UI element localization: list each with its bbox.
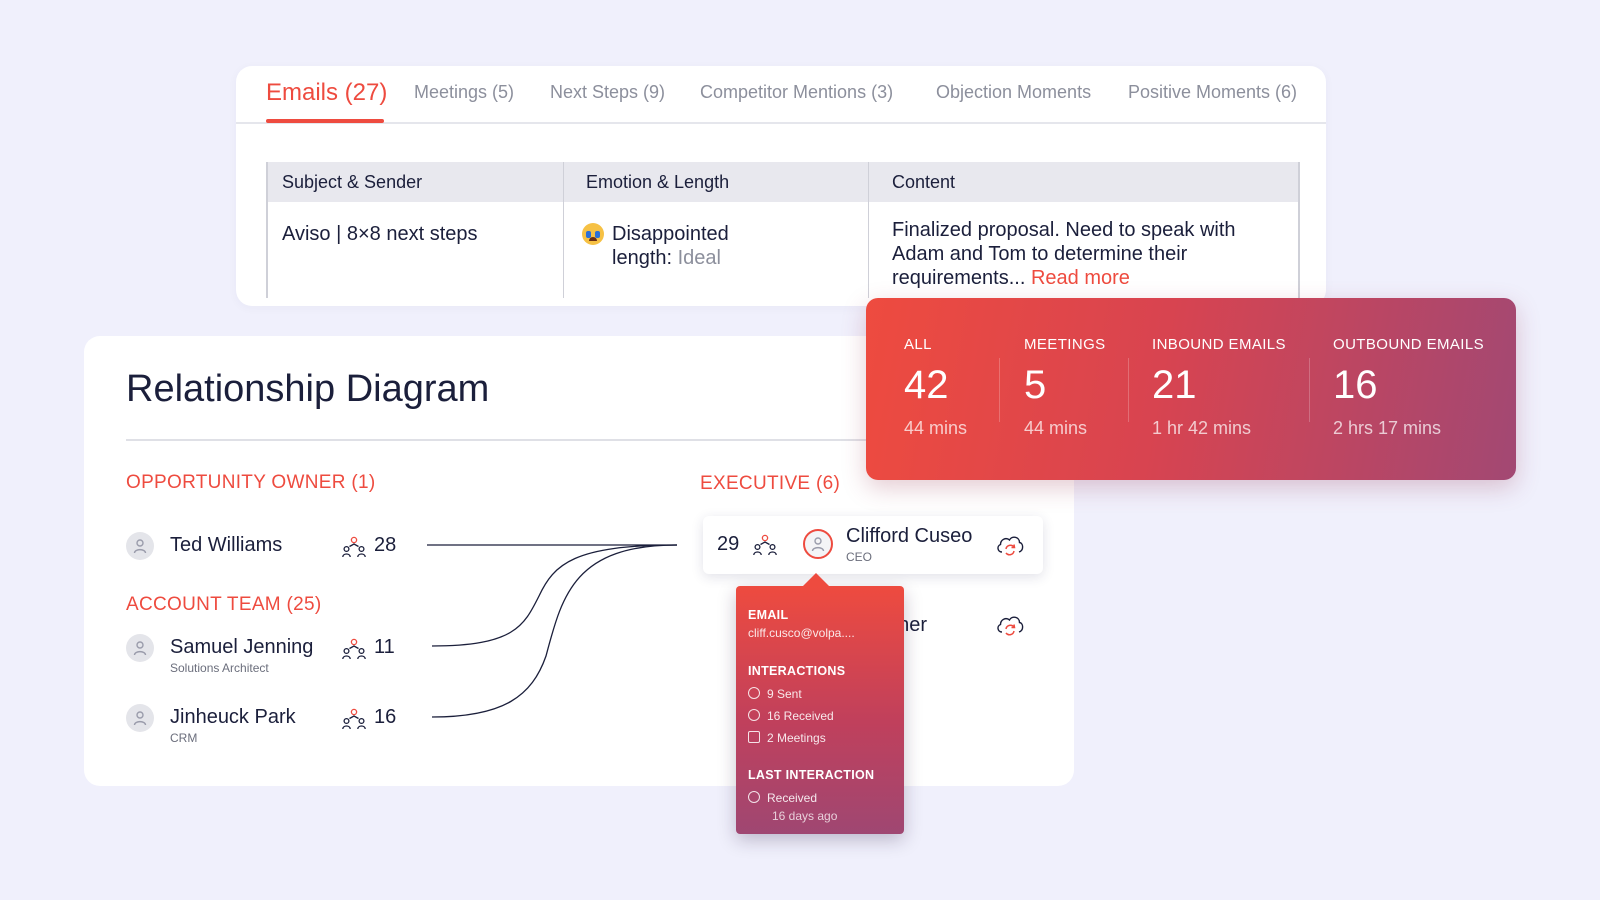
calendar-icon [748, 731, 760, 743]
tooltip-last-interaction-label: LAST INTERACTION [748, 768, 875, 782]
tooltip-last-when: 16 days ago [772, 809, 838, 823]
tab-meetings[interactable]: Meetings (5) [414, 82, 515, 102]
column-header-subject: Subject & Sender [282, 172, 423, 192]
tooltip-email-value[interactable]: cliff.cusco@volpa.... [748, 626, 855, 640]
tab-objection-moments[interactable]: Objection Moments [936, 82, 1092, 102]
page-title: Relationship Diagram [126, 368, 490, 410]
emails-panel: Emails (27) Meetings (5) Next Steps (9) … [236, 66, 1326, 306]
stat-all: ALL 42 44 mins [904, 336, 967, 439]
person-name: Samuel Jenning [170, 636, 314, 658]
team-icon [342, 708, 366, 730]
tab-next-steps[interactable]: Next Steps (9) [550, 82, 666, 102]
interaction-count: 28 [374, 534, 397, 556]
column-divider [868, 162, 869, 298]
person-role: CRM [170, 731, 198, 745]
divider [999, 358, 1000, 422]
interaction-count: 11 [374, 636, 395, 658]
executive-label: EXECUTIVE (6) [700, 473, 841, 494]
emotion-value: Disappointed [612, 223, 729, 245]
read-more-link[interactable]: Read more [1030, 267, 1130, 289]
avatar [803, 529, 833, 559]
tab-competitor-mentions[interactable]: Competitor Mentions (3) [700, 82, 894, 102]
tooltip-received: 16 Received [748, 709, 834, 723]
user-icon [133, 539, 147, 554]
stat-label: OUTBOUND EMAILS [1333, 336, 1485, 353]
relationship-connectors [427, 544, 678, 718]
person-name: Clifford Cuseo [846, 525, 973, 547]
emails-table: Subject & Sender Emotion & Length Conten… [266, 162, 1300, 298]
account-team-label: ACCOUNT TEAM (25) [126, 594, 322, 615]
length-value: Ideal [677, 247, 721, 269]
tooltip-arrow [802, 573, 830, 587]
cloud-sync-icon[interactable] [995, 532, 1025, 558]
email-content: Finalized proposal. Need to speak with A… [892, 218, 1278, 290]
stat-meetings: MEETINGS 5 44 mins [1024, 336, 1106, 439]
table-header: Subject & Sender Emotion & Length Conten… [268, 162, 1298, 202]
active-tab-indicator [266, 119, 384, 123]
person-name: Ted Williams [170, 534, 283, 556]
executive-card-selected[interactable]: 29 Clifford Cuseo CEO [703, 516, 1043, 574]
stat-duration: 44 mins [904, 418, 968, 438]
person-role: Solutions Architect [170, 661, 269, 675]
stat-duration: 2 hrs 17 mins [1333, 418, 1442, 438]
opportunity-owner-label: OPPORTUNITY OWNER (1) [126, 472, 376, 493]
email-subject: Aviso | 8×8 next steps [282, 223, 478, 245]
send-icon [748, 687, 760, 699]
tooltip-interactions-label: INTERACTIONS [748, 664, 846, 678]
avatar [126, 532, 154, 560]
interaction-count: 16 [374, 706, 397, 728]
tab-bar: Emails (27) Meetings (5) Next Steps (9) … [236, 66, 1326, 124]
team-icon [753, 534, 777, 556]
stat-label: INBOUND EMAILS [1152, 336, 1286, 353]
stat-outbound-emails: OUTBOUND EMAILS 16 2 hrs 17 mins [1333, 336, 1484, 439]
divider [1309, 358, 1310, 422]
received-count: 16 Received [767, 709, 834, 723]
stat-duration: 1 hr 42 mins [1152, 418, 1252, 438]
tooltip-last-type: Received [748, 791, 817, 805]
tab-positive-moments[interactable]: Positive Moments (6) [1128, 82, 1298, 102]
column-header-emotion: Emotion & Length [586, 172, 730, 192]
tooltip-sent: 9 Sent [748, 687, 802, 701]
length-label: length: [612, 247, 673, 269]
stat-inbound-emails: INBOUND EMAILS 21 1 hr 42 mins [1152, 336, 1286, 439]
user-icon [133, 711, 147, 726]
contact-tooltip: EMAIL cliff.cusco@volpa.... INTERACTIONS… [736, 573, 904, 834]
user-icon [811, 537, 825, 552]
received-icon [748, 709, 760, 721]
stat-duration: 44 mins [1024, 418, 1088, 438]
received-icon [748, 791, 760, 803]
tooltip-meetings: 2 Meetings [748, 731, 826, 745]
cloud-sync-icon[interactable] [995, 612, 1025, 638]
stat-value: 21 [1152, 363, 1197, 407]
stat-label: ALL [904, 336, 932, 353]
avatar [126, 634, 154, 662]
tab-emails[interactable]: Emails (27) [266, 79, 388, 106]
activity-stats-banner: ALL 42 44 mins MEETINGS 5 44 mins INBOUN… [866, 298, 1516, 480]
crying-face-icon [582, 223, 604, 245]
email-length: length: Ideal [612, 246, 721, 270]
column-header-content: Content [892, 172, 956, 192]
stat-value: 42 [904, 363, 949, 407]
avatar [126, 704, 154, 732]
team-icon [342, 638, 366, 660]
column-divider [563, 162, 564, 298]
interaction-count: 29 [717, 533, 740, 555]
sent-count: 9 Sent [767, 687, 802, 701]
content-preview: Finalized proposal. Need to speak with A… [892, 219, 1236, 289]
team-icon [342, 536, 366, 558]
divider [126, 439, 1026, 441]
divider [1128, 358, 1129, 422]
tooltip-email-label: EMAIL [748, 608, 789, 622]
meetings-count: 2 Meetings [767, 731, 826, 745]
stat-label: MEETINGS [1024, 336, 1106, 353]
person-name: Jinheuck Park [170, 706, 296, 728]
stat-value: 16 [1333, 363, 1378, 407]
person-role: CEO [846, 550, 873, 564]
user-icon [133, 641, 147, 656]
last-interaction-type: Received [767, 791, 818, 805]
stat-value: 5 [1024, 363, 1047, 407]
